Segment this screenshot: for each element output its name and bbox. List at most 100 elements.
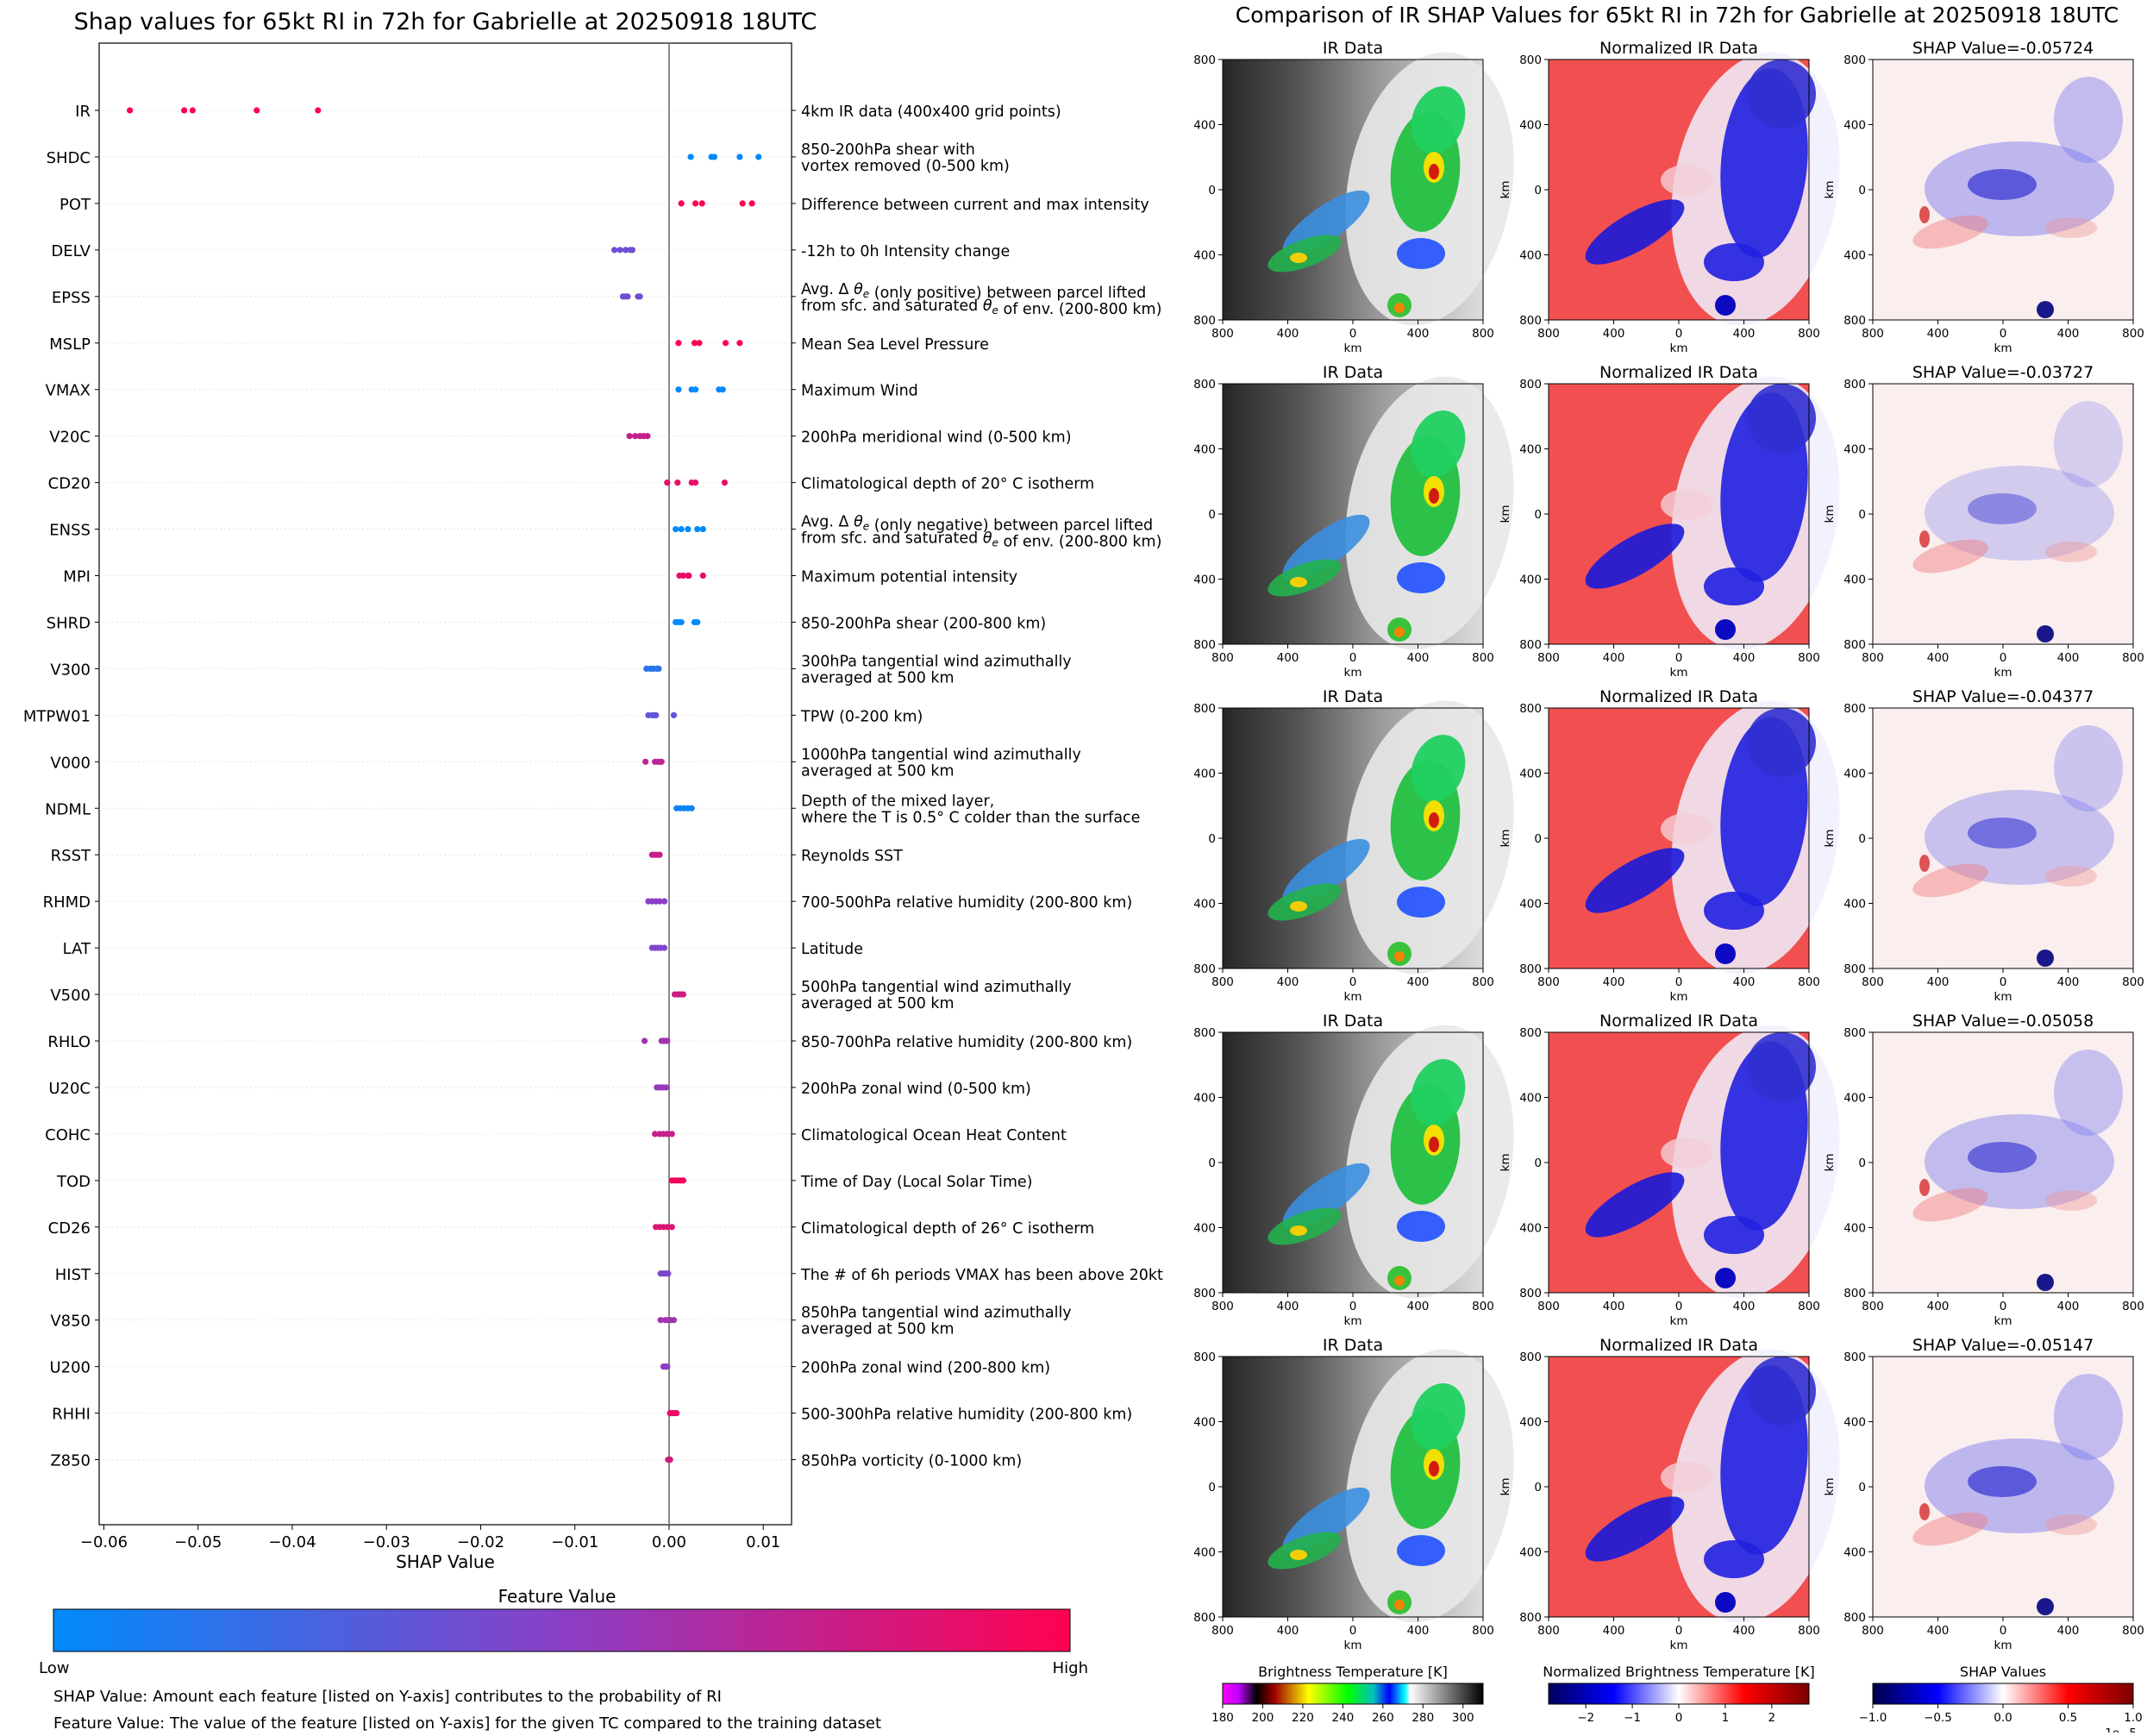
xtick-label: 400 bbox=[1407, 327, 1430, 341]
y-axis-label: km bbox=[1823, 1154, 1837, 1172]
coldest-top bbox=[1429, 1461, 1439, 1476]
xtick-label: 800 bbox=[1472, 975, 1494, 989]
xtick-label: 800 bbox=[1798, 327, 1820, 341]
colorbar-exponent: 1e−5 bbox=[2105, 1727, 2137, 1733]
x-axis-label: km bbox=[1344, 990, 1362, 1004]
xtick-label: 0 bbox=[2000, 975, 2007, 989]
ytick-label: 0 bbox=[1858, 832, 1866, 846]
xtick-label: 800 bbox=[1537, 327, 1560, 341]
ytick-label: 400 bbox=[1193, 898, 1216, 912]
shap-point-ndml bbox=[688, 805, 695, 812]
ytick-label: 0 bbox=[1858, 508, 1866, 522]
xtick-label: 400 bbox=[1733, 651, 1756, 665]
ytick-label: 800 bbox=[1193, 1026, 1216, 1040]
ir-panel-r3-c1: 80080040040000400400800800kmkmIR Data bbox=[1173, 687, 1514, 1004]
feature-label-shrd: SHRD bbox=[47, 614, 91, 632]
feature-description-enss: Avg. Δ θe (only negative) between parcel… bbox=[801, 514, 1153, 535]
cold-region bbox=[1704, 567, 1764, 605]
shap-point-epss bbox=[636, 293, 643, 300]
x-axis-label: km bbox=[1344, 342, 1362, 355]
feature-description-ir: 4km IR data (400x400 grid points) bbox=[801, 103, 1061, 121]
x-axis-label: km bbox=[1994, 1314, 2012, 1328]
cold-cell bbox=[1715, 295, 1736, 316]
feature-description-u200: 200hPa zonal wind (200-800 km) bbox=[801, 1360, 1050, 1377]
shap-point-enss bbox=[685, 525, 692, 533]
x-axis-label: km bbox=[1344, 1639, 1362, 1652]
cold-top bbox=[1394, 951, 1405, 962]
cold-top bbox=[1290, 1550, 1307, 1560]
ytick-label: 400 bbox=[1519, 768, 1542, 781]
xtick-label: 800 bbox=[1211, 1300, 1234, 1313]
xtick-label: 400 bbox=[1733, 975, 1756, 989]
ytick-label: 0 bbox=[1208, 1156, 1216, 1170]
feature-description-hist: The # of 6h periods VMAX has been above … bbox=[800, 1267, 1163, 1284]
cold-top bbox=[1290, 901, 1307, 912]
shap-point-mpi bbox=[699, 572, 706, 580]
shap-point-v850 bbox=[657, 1317, 664, 1324]
x-axis-label: km bbox=[1994, 342, 2012, 355]
shap-point-enss bbox=[673, 525, 679, 533]
xtick-label: 400 bbox=[1277, 1300, 1299, 1313]
cold-band bbox=[1585, 199, 1685, 265]
xtick-label: 800 bbox=[1472, 1300, 1494, 1313]
colorbar-title: SHAP Values bbox=[1960, 1664, 2046, 1680]
positive-shap-region bbox=[2045, 866, 2097, 887]
ir-panel-r2-c2: 80080040040000400400800800kmkmNormalized… bbox=[1499, 363, 1840, 680]
xtick-label: 400 bbox=[1603, 975, 1625, 989]
shap-point-ir bbox=[189, 107, 196, 114]
shap-point-v500 bbox=[679, 991, 686, 998]
ytick-label: 0 bbox=[1534, 508, 1542, 522]
feature-description-cd26: Climatological depth of 26° C isotherm bbox=[801, 1220, 1094, 1238]
chart-title: Shap values for 65kt RI in 72h for Gabri… bbox=[74, 9, 817, 35]
shap-point-shdc bbox=[687, 154, 694, 160]
strong-negative-shap bbox=[2037, 1274, 2054, 1291]
ytick-label: 400 bbox=[1519, 1416, 1542, 1430]
shap-point-pot bbox=[739, 200, 746, 207]
ytick-label: 800 bbox=[1843, 702, 1866, 716]
shap-point-ir bbox=[127, 107, 134, 114]
panel-title: IR Data bbox=[1323, 1336, 1383, 1355]
x-axis-label: km bbox=[1670, 1639, 1688, 1652]
xtick-label: 400 bbox=[1927, 651, 1950, 665]
feature-description-v500: 500hPa tangential wind azimuthally bbox=[801, 979, 1072, 996]
cold-cell bbox=[1715, 1268, 1736, 1288]
feature-description-shdc: vortex removed (0-500 km) bbox=[801, 158, 1010, 175]
ytick-label: 400 bbox=[1519, 443, 1542, 457]
ytick-label: 800 bbox=[1519, 1351, 1542, 1364]
strong-negative-shap bbox=[1968, 169, 2037, 200]
cold-band bbox=[1585, 1496, 1685, 1562]
xtick-label: 0 bbox=[2000, 1624, 2007, 1638]
normalized-bt-colorbar bbox=[1548, 1683, 1810, 1705]
ytick-label: 0 bbox=[1858, 184, 1866, 197]
xtick-label: 800 bbox=[1537, 1300, 1560, 1313]
y-axis-label: km bbox=[1823, 505, 1837, 523]
feature-description-rsst: Reynolds SST bbox=[801, 848, 903, 865]
colorbar-tick-label: −0.5 bbox=[1924, 1711, 1952, 1725]
shap-point-ir bbox=[254, 107, 260, 114]
ytick-label: 0 bbox=[1534, 184, 1542, 197]
feature-description-delv: -12h to 0h Intensity change bbox=[801, 243, 1010, 260]
colorbar-tick-label: −1.0 bbox=[1859, 1711, 1887, 1725]
shap-point-cohc bbox=[668, 1131, 675, 1137]
strong-positive-shap bbox=[1919, 1503, 1930, 1520]
feature-description-mslp: Mean Sea Level Pressure bbox=[801, 336, 989, 354]
colorbar-tick-label: 0.0 bbox=[1994, 1711, 2012, 1725]
ir-panel-r4-c2: 80080040040000400400800800kmkmNormalized… bbox=[1499, 1012, 1840, 1328]
ytick-label: 800 bbox=[1519, 314, 1542, 328]
xtick-label: 400 bbox=[1603, 327, 1625, 341]
panel-title-shap: SHAP Value=-0.03727 bbox=[1912, 363, 2094, 382]
shap-point-u200 bbox=[664, 1363, 671, 1370]
strong-positive-shap bbox=[1919, 1179, 1930, 1196]
xtick-label: 800 bbox=[2122, 651, 2144, 665]
feature-description-v500: averaged at 500 km bbox=[801, 995, 955, 1012]
feature-label-v20c: V20C bbox=[49, 429, 91, 447]
ytick-label: 400 bbox=[1193, 249, 1216, 263]
feature-description-cohc: Climatological Ocean Heat Content bbox=[801, 1127, 1067, 1144]
shap-point-ir bbox=[315, 107, 322, 114]
xtick-label: 800 bbox=[1537, 651, 1560, 665]
ytick-label: 800 bbox=[1193, 53, 1216, 67]
y-axis-label: km bbox=[1499, 181, 1512, 199]
shap-point-rhmd bbox=[660, 898, 668, 905]
